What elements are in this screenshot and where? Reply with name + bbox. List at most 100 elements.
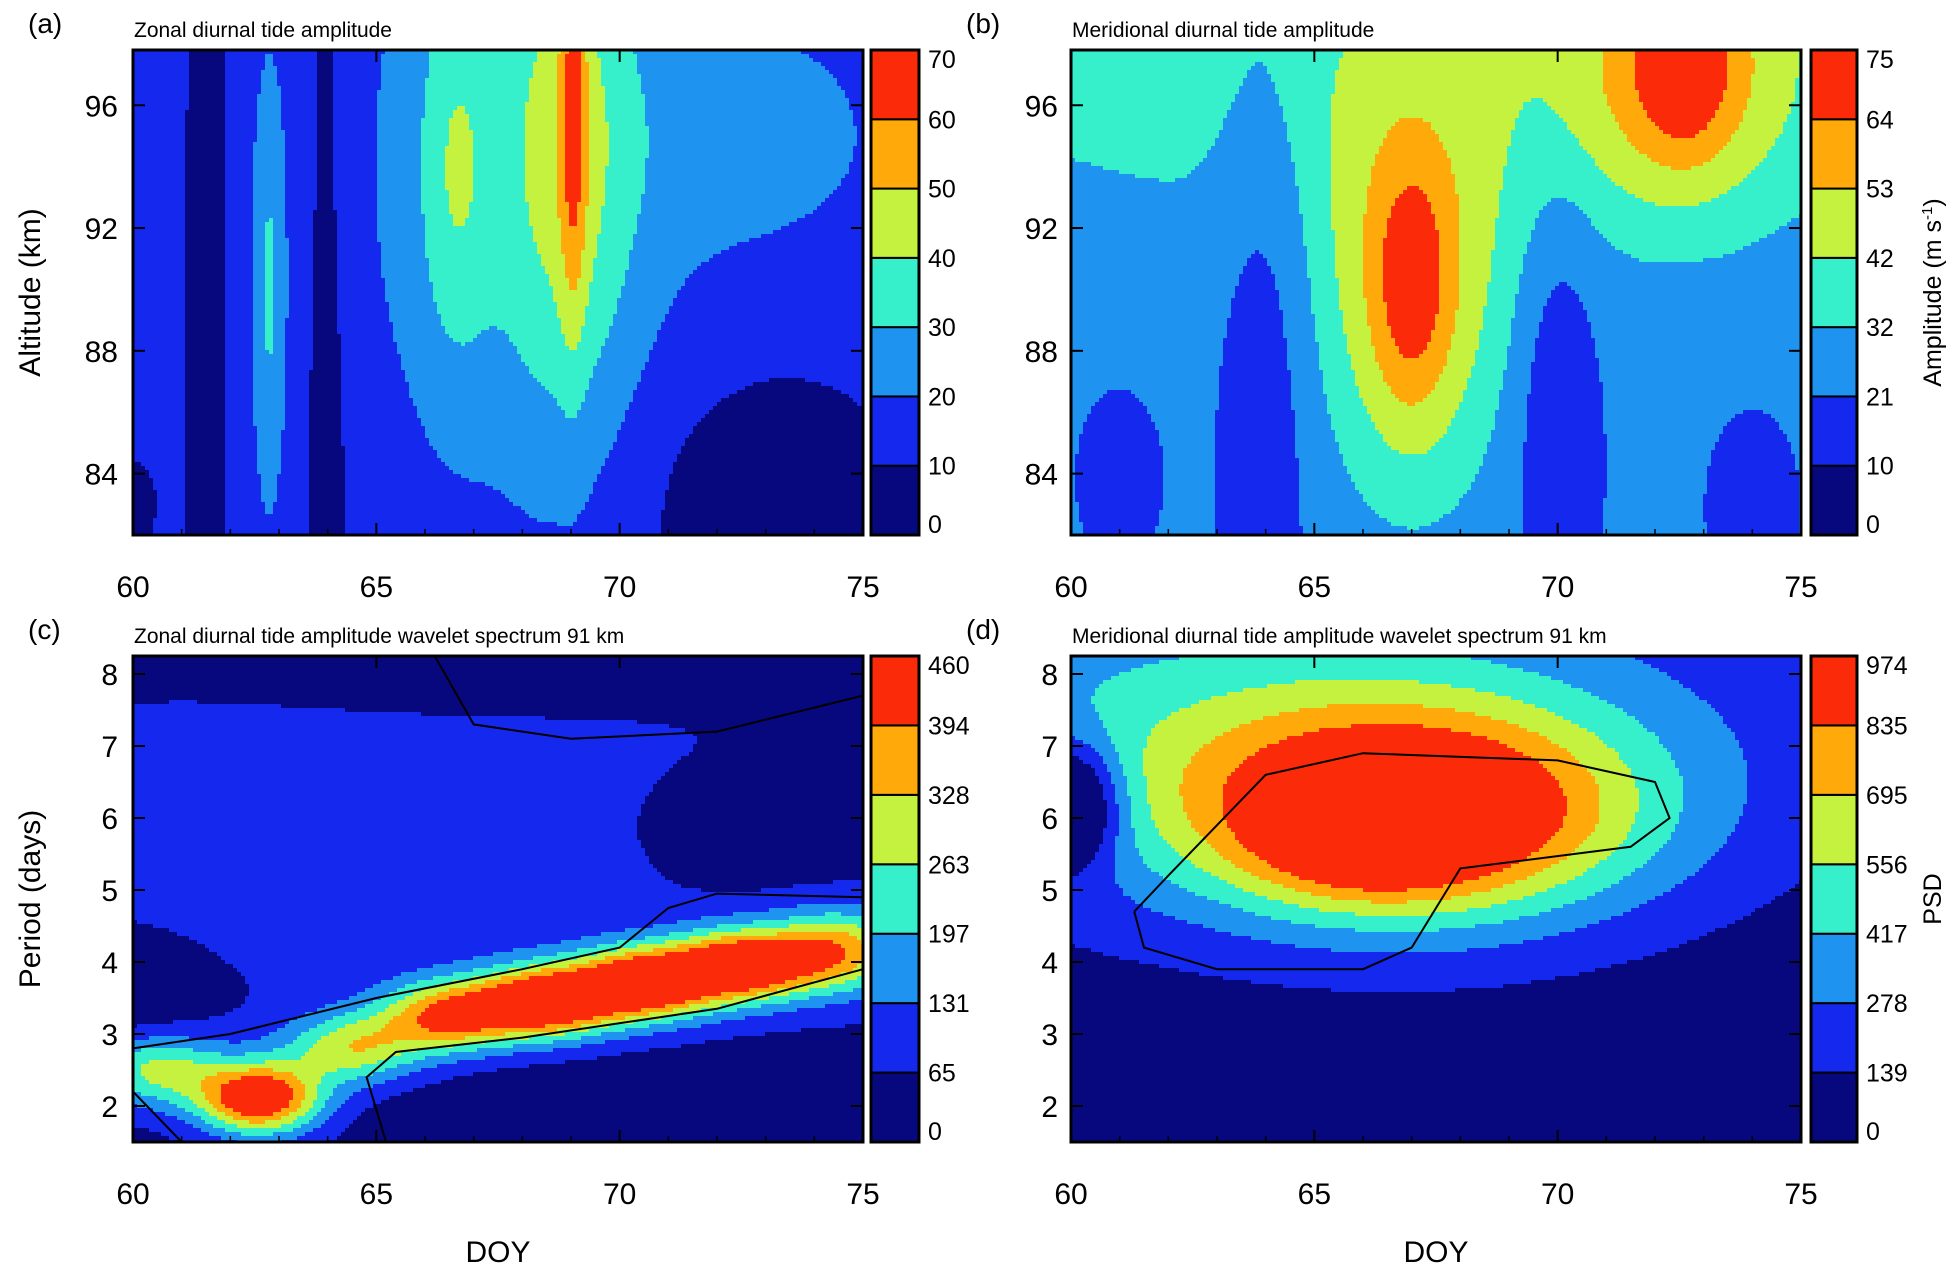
contour-band-level-1 bbox=[273, 502, 310, 507]
contour-band-level-3 bbox=[1339, 450, 1400, 455]
contour-band-level-6 bbox=[1635, 70, 1728, 75]
contour-band-level-2 bbox=[637, 58, 814, 63]
contour-band-level-4 bbox=[145, 1076, 206, 1081]
contour-band-level-1 bbox=[241, 972, 402, 977]
contour-band-level-2 bbox=[641, 210, 814, 215]
contour-band-level-5 bbox=[653, 948, 690, 953]
contour-band-level-3 bbox=[1275, 86, 1336, 91]
contour-band-level-3 bbox=[1339, 446, 1392, 451]
contour-band-level-1 bbox=[341, 410, 418, 415]
contour-band-level-0 bbox=[529, 1064, 864, 1069]
contour-band-level-3 bbox=[133, 1080, 150, 1085]
contour-band-level-5 bbox=[1363, 254, 1384, 259]
contour-band-level-3 bbox=[1467, 378, 1504, 383]
contour-band-level-1 bbox=[1107, 808, 1120, 813]
contour-band-level-4 bbox=[1571, 752, 1620, 757]
contour-band-level-3 bbox=[1495, 226, 1536, 231]
contour-band-level-2 bbox=[1071, 286, 1236, 291]
contour-band-level-2 bbox=[1071, 720, 1104, 725]
contour-band-level-1 bbox=[289, 314, 314, 319]
contour-band-level-2 bbox=[265, 510, 274, 515]
contour-band-level-3 bbox=[1103, 166, 1196, 171]
contour-band-level-1 bbox=[285, 182, 318, 187]
contour-band-level-0 bbox=[185, 202, 226, 207]
contour-band-level-3 bbox=[1319, 362, 1352, 367]
contour-band-level-0 bbox=[185, 258, 226, 263]
contour-band-level-1 bbox=[1099, 398, 1140, 403]
contour-band-level-5 bbox=[1559, 780, 1596, 785]
contour-band-level-2 bbox=[713, 1012, 774, 1017]
contour-band-level-1 bbox=[277, 494, 310, 499]
contour-band-level-2 bbox=[1791, 450, 1802, 455]
contour-band-level-1 bbox=[1671, 888, 1792, 893]
contour-band-level-0 bbox=[357, 1116, 864, 1121]
contour-band-level-3 bbox=[1275, 90, 1336, 95]
contour-band-level-6 bbox=[1239, 840, 1548, 845]
contour-band-level-1 bbox=[1739, 816, 1802, 821]
contour-band-level-0 bbox=[317, 194, 334, 199]
contour-band-level-3 bbox=[1483, 310, 1516, 315]
contour-band-level-1 bbox=[1095, 852, 1116, 857]
contour-band-level-2 bbox=[1511, 318, 1544, 323]
contour-band-level-1 bbox=[133, 306, 186, 311]
contour-band-level-0 bbox=[673, 466, 864, 471]
contour-band-level-3 bbox=[1451, 684, 1572, 689]
contour-band-level-1 bbox=[1231, 306, 1280, 311]
contour-band-level-5 bbox=[577, 206, 586, 211]
contour-band-level-0 bbox=[185, 438, 226, 443]
contour-band-level-4 bbox=[1439, 134, 1512, 139]
contour-band-level-4 bbox=[1335, 242, 1364, 247]
contour-band-level-0 bbox=[669, 768, 864, 773]
contour-band-level-0 bbox=[185, 358, 226, 363]
contour-band-level-4 bbox=[1595, 824, 1632, 829]
contour-band-level-5 bbox=[581, 186, 590, 191]
contour-band-level-1 bbox=[133, 350, 186, 355]
contour-band-level-0 bbox=[185, 370, 226, 375]
contour-band-level-2 bbox=[405, 378, 538, 383]
contour-band-level-3 bbox=[1523, 102, 1548, 107]
contour-band-level-2 bbox=[509, 498, 590, 503]
contour-band-level-2 bbox=[273, 278, 290, 283]
contour-band-level-1 bbox=[249, 992, 358, 997]
contour-band-level-2 bbox=[1523, 266, 1802, 271]
contour-band-level-4 bbox=[553, 294, 590, 299]
contour-band-level-1 bbox=[653, 1032, 766, 1037]
contour-band-level-4 bbox=[1627, 190, 1728, 195]
contour-band-level-2 bbox=[1795, 458, 1802, 463]
contour-band-level-3 bbox=[433, 290, 554, 295]
contour-band-level-2 bbox=[417, 406, 562, 411]
contour-band-level-2 bbox=[377, 194, 422, 199]
contour-band-level-4 bbox=[1459, 274, 1492, 279]
contour-band-level-0 bbox=[317, 146, 334, 151]
contour-band-level-0 bbox=[185, 238, 226, 243]
contour-band-level-5 bbox=[1363, 274, 1384, 279]
contour-band-level-3 bbox=[1119, 672, 1540, 677]
colorbar-frame bbox=[1809, 654, 1859, 1144]
contour-band-level-5 bbox=[201, 1088, 222, 1093]
contour-band-level-2 bbox=[345, 1080, 386, 1085]
contour-band-level-1 bbox=[821, 382, 864, 387]
contour-band-level-1 bbox=[1215, 422, 1296, 427]
contour-band-level-0 bbox=[673, 462, 864, 467]
contour-band-level-5 bbox=[1371, 342, 1396, 347]
contour-band-level-5 bbox=[557, 210, 570, 215]
contour-band-level-1 bbox=[285, 194, 318, 199]
x-tick-label: 60 bbox=[1054, 1178, 1087, 1211]
contour-band-level-4 bbox=[1415, 402, 1460, 407]
contour-band-level-0 bbox=[185, 498, 226, 503]
contour-band-level-1 bbox=[1735, 736, 1802, 741]
contour-band-level-3 bbox=[1179, 884, 1236, 889]
contour-band-level-1 bbox=[737, 242, 864, 247]
contour-band-level-0 bbox=[185, 154, 226, 159]
contour-band-level-2 bbox=[1251, 66, 1268, 71]
contour-band-level-4 bbox=[525, 146, 558, 151]
contour-band-level-1 bbox=[285, 354, 314, 359]
contour-band-level-1 bbox=[1079, 442, 1160, 447]
contour-band-level-1 bbox=[281, 110, 318, 115]
contour-band-level-2 bbox=[377, 222, 426, 227]
contour-band-level-2 bbox=[377, 126, 422, 131]
contour-band-level-2 bbox=[253, 210, 286, 215]
contour-band-level-2 bbox=[609, 326, 662, 331]
contour-band-level-1 bbox=[225, 1012, 306, 1017]
contour-band-level-4 bbox=[597, 952, 626, 957]
